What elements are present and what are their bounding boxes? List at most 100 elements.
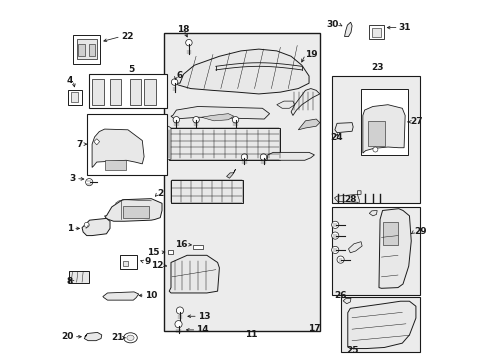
Text: 3: 3 <box>70 174 76 183</box>
Text: 2: 2 <box>158 189 163 198</box>
Circle shape <box>192 117 199 123</box>
Text: 13: 13 <box>198 312 210 321</box>
Bar <box>70 93 78 102</box>
Bar <box>122 206 149 219</box>
Bar <box>77 40 97 59</box>
Text: 9: 9 <box>144 257 150 266</box>
Polygon shape <box>344 22 351 37</box>
Text: 10: 10 <box>144 291 157 300</box>
Bar <box>68 90 81 105</box>
Polygon shape <box>94 139 100 145</box>
Bar <box>86 114 167 175</box>
Text: 17: 17 <box>307 324 320 333</box>
Polygon shape <box>368 211 376 216</box>
Text: 29: 29 <box>413 228 426 237</box>
Circle shape <box>173 117 179 123</box>
Bar <box>168 250 172 253</box>
Circle shape <box>175 320 182 328</box>
Polygon shape <box>378 209 410 288</box>
Polygon shape <box>348 242 362 253</box>
Text: 11: 11 <box>245 330 257 339</box>
Text: 15: 15 <box>147 248 160 257</box>
Polygon shape <box>276 101 294 108</box>
Polygon shape <box>163 126 171 160</box>
Circle shape <box>85 179 93 186</box>
Text: 18: 18 <box>177 25 189 34</box>
Bar <box>360 89 407 155</box>
Text: 14: 14 <box>196 325 209 334</box>
Text: 6: 6 <box>176 71 182 80</box>
Circle shape <box>331 221 338 228</box>
Bar <box>110 79 121 105</box>
Bar <box>332 207 419 295</box>
Polygon shape <box>334 123 352 133</box>
Circle shape <box>241 154 247 160</box>
Circle shape <box>260 154 266 160</box>
Bar <box>120 255 137 269</box>
Bar <box>192 244 203 249</box>
Polygon shape <box>92 129 144 167</box>
Polygon shape <box>290 89 319 116</box>
Bar <box>69 271 89 283</box>
Bar <box>88 74 167 108</box>
Text: 20: 20 <box>61 332 74 341</box>
Polygon shape <box>347 301 415 348</box>
Bar <box>368 25 383 40</box>
Polygon shape <box>343 298 350 304</box>
Circle shape <box>171 79 178 85</box>
Bar <box>89 44 95 56</box>
Text: 24: 24 <box>329 133 342 142</box>
Circle shape <box>336 256 344 263</box>
Text: 22: 22 <box>121 32 133 41</box>
Text: 27: 27 <box>410 117 422 126</box>
Text: 16: 16 <box>174 240 187 249</box>
Bar <box>163 33 319 330</box>
Polygon shape <box>104 199 162 221</box>
Text: 28: 28 <box>344 194 356 203</box>
Ellipse shape <box>126 335 134 341</box>
Polygon shape <box>176 49 308 94</box>
Text: 1: 1 <box>67 224 73 233</box>
Text: 23: 23 <box>370 63 383 72</box>
Circle shape <box>84 222 89 227</box>
Bar <box>332 76 419 203</box>
Bar <box>367 121 384 145</box>
Polygon shape <box>84 332 102 341</box>
Bar <box>129 79 141 105</box>
Bar <box>122 261 128 266</box>
Circle shape <box>331 232 338 239</box>
Circle shape <box>185 40 192 46</box>
Bar <box>171 180 242 203</box>
Text: 30: 30 <box>326 20 339 29</box>
Text: 21: 21 <box>111 333 123 342</box>
Polygon shape <box>169 255 219 293</box>
Text: 12: 12 <box>151 261 163 270</box>
Text: 7: 7 <box>76 140 82 149</box>
Bar <box>169 128 280 160</box>
Bar <box>92 79 103 105</box>
Circle shape <box>372 147 377 152</box>
Bar <box>341 297 419 352</box>
Polygon shape <box>334 191 360 203</box>
Bar <box>104 159 126 170</box>
Polygon shape <box>201 114 233 121</box>
Text: 19: 19 <box>305 50 317 59</box>
Bar <box>73 36 100 64</box>
Polygon shape <box>362 105 405 153</box>
Ellipse shape <box>123 333 137 343</box>
Text: 25: 25 <box>345 346 358 355</box>
Bar <box>371 28 380 37</box>
Bar <box>78 44 84 56</box>
Bar <box>383 222 397 245</box>
Circle shape <box>232 117 238 123</box>
Polygon shape <box>82 219 110 235</box>
Text: 8: 8 <box>66 276 72 285</box>
Text: 31: 31 <box>398 23 410 32</box>
Polygon shape <box>266 152 314 160</box>
Polygon shape <box>171 107 269 119</box>
Polygon shape <box>102 292 139 300</box>
Circle shape <box>176 307 183 314</box>
Text: 5: 5 <box>128 65 134 74</box>
Bar <box>144 79 155 105</box>
Polygon shape <box>298 119 319 130</box>
